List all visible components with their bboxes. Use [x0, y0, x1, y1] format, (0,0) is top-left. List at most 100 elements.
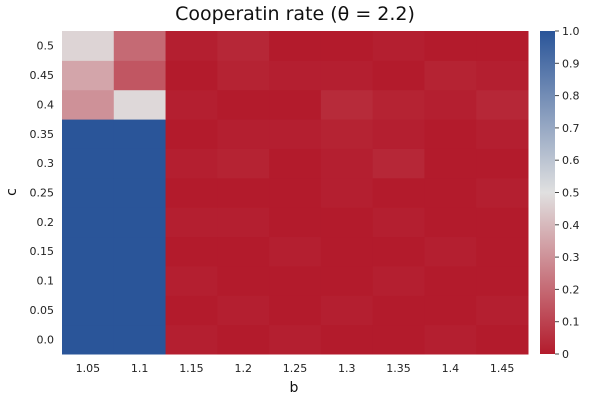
colorbar-tick-label: 0.5 — [562, 187, 580, 200]
heatmap-cell — [113, 324, 167, 355]
heatmap-cell — [62, 60, 115, 91]
x-tick-label: 1.2 — [234, 362, 252, 375]
heatmap-cell — [217, 89, 270, 120]
heatmap-cell — [269, 295, 322, 326]
heatmap-cell — [165, 31, 218, 61]
heatmap-cell — [269, 148, 322, 179]
heatmap-cell — [113, 236, 167, 267]
heatmap-cells — [62, 31, 529, 355]
heatmap-cell — [269, 119, 322, 149]
colorbar-tick-label: 0.8 — [562, 90, 580, 103]
x-axis-ticks: 1.05 1.1 1.15 1.2 1.25 1.3 1.35 1.4 1.45 — [76, 362, 515, 375]
heatmap-cell — [62, 31, 115, 61]
heatmap-cell — [476, 60, 529, 91]
heatmap-cell — [424, 148, 477, 179]
y-tick-label: 0.4 — [37, 98, 55, 111]
heatmap-cell — [320, 265, 374, 296]
heatmap-cell — [217, 60, 270, 91]
heatmap-cell — [269, 60, 322, 91]
heatmap-cell — [476, 207, 529, 238]
x-tick-label: 1.3 — [338, 362, 356, 375]
heatmap-cell — [113, 148, 167, 179]
heatmap-cell — [269, 324, 322, 355]
x-tick-label: 1.1 — [131, 362, 149, 375]
heatmap-cell — [62, 236, 115, 267]
heatmap-cell — [217, 265, 270, 296]
heatmap-cell — [165, 60, 218, 91]
heatmap-cell — [372, 89, 425, 120]
heatmap-cell — [372, 324, 425, 355]
y-tick-label: 0.0 — [37, 333, 55, 346]
heatmap-cell — [62, 295, 115, 326]
heatmap-cell — [165, 119, 218, 149]
heatmap-cell — [269, 31, 322, 61]
heatmap-cell — [424, 31, 477, 61]
colorbar-tick-label: 0.9 — [562, 57, 580, 70]
y-tick-label: 0.3 — [37, 157, 55, 170]
colorbar-tick-label: 0.7 — [562, 122, 580, 135]
heatmap-cell — [217, 31, 270, 61]
heatmap-cell — [165, 207, 218, 238]
y-tick-label: 0.25 — [30, 187, 55, 200]
y-axis-label: c — [4, 188, 20, 196]
heatmap-cell — [217, 324, 270, 355]
heatmap-cell — [476, 177, 529, 208]
y-axis-ticks: 0.0 0.05 0.1 0.15 0.2 0.25 0.3 0.35 0.4 0.45 0.5 — [30, 40, 55, 347]
heatmap-cell — [165, 89, 218, 120]
colorbar-tick-label: 0.1 — [562, 316, 580, 329]
heatmap-cell — [372, 148, 425, 179]
heatmap-cell — [320, 324, 374, 355]
heatmap-cell — [217, 119, 270, 149]
heatmap-cell — [320, 119, 374, 149]
heatmap-cell — [113, 31, 167, 61]
heatmap-cell — [165, 177, 218, 208]
heatmap-cell — [62, 324, 115, 355]
heatmap-cell — [62, 177, 115, 208]
y-tick-label: 0.05 — [30, 304, 55, 317]
heatmap-cell — [113, 177, 167, 208]
heatmap-cell — [372, 60, 425, 91]
heatmap-cell — [62, 265, 115, 296]
colorbar-tick-label: 0.3 — [562, 251, 580, 264]
heatmap-cell — [424, 60, 477, 91]
heatmap-cell — [424, 324, 477, 355]
colorbar-ticks: 0 0.1 0.2 0.3 0.4 0.5 0.6 0.7 0.8 0.9 1.0 — [555, 25, 580, 361]
heatmap-cell — [320, 89, 374, 120]
heatmap-cell — [165, 148, 218, 179]
heatmap-cell — [165, 265, 218, 296]
y-tick-label: 0.1 — [37, 275, 55, 288]
heatmap-cell — [320, 236, 374, 267]
heatmap-cell — [269, 265, 322, 296]
x-axis-label: b — [290, 380, 299, 396]
heatmap-cell — [424, 119, 477, 149]
heatmap-cell — [476, 295, 529, 326]
heatmap-cell — [165, 324, 218, 355]
heatmap-cell — [113, 89, 167, 120]
x-tick-label: 1.4 — [442, 362, 460, 375]
colorbar-tick-label: 0.4 — [562, 219, 580, 232]
heatmap-cell — [320, 60, 374, 91]
heatmap-cell — [217, 148, 270, 179]
heatmap-cell — [217, 295, 270, 326]
heatmap-cell — [320, 31, 374, 61]
heatmap-cell — [269, 236, 322, 267]
x-tick-label: 1.05 — [76, 362, 101, 375]
heatmap-cell — [372, 295, 425, 326]
colorbar-tick-label: 0 — [562, 348, 569, 361]
y-tick-label: 0.45 — [30, 69, 55, 82]
heatmap-cell — [424, 177, 477, 208]
heatmap-cell — [372, 207, 425, 238]
heatmap-cell — [424, 295, 477, 326]
heatmap-cell — [372, 177, 425, 208]
chart-title: Cooperatin rate (θ = 2.2) — [175, 3, 415, 25]
x-tick-label: 1.45 — [490, 362, 515, 375]
colorbar-tick-label: 1.0 — [562, 25, 580, 38]
heatmap-cell — [113, 265, 167, 296]
heatmap-cell — [476, 119, 529, 149]
heatmap-cell — [424, 265, 477, 296]
heatmap-cell — [372, 265, 425, 296]
y-tick-label: 0.2 — [37, 216, 55, 229]
heatmap-cell — [62, 148, 115, 179]
heatmap-cell — [476, 324, 529, 355]
heatmap-cell — [113, 295, 167, 326]
